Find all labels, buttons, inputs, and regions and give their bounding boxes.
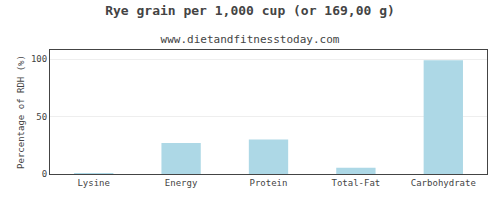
svg-text:Lysine: Lysine	[77, 178, 110, 188]
svg-text:Carbohydrate: Carbohydrate	[411, 178, 476, 188]
svg-text:Energy: Energy	[165, 178, 198, 188]
svg-text:Percentage of RDH (%): Percentage of RDH (%)	[16, 55, 26, 169]
svg-text:100: 100	[31, 54, 47, 64]
svg-text:Rye grain per 1,000 cup (or 16: Rye grain per 1,000 cup (or 169,00 g)	[105, 3, 395, 18]
svg-text:Protein: Protein	[250, 178, 288, 188]
svg-text:50: 50	[36, 112, 47, 122]
svg-text:www.dietandfitnesstoday.com: www.dietandfitnesstoday.com	[161, 33, 340, 46]
svg-text:Total-Fat: Total-Fat	[332, 178, 381, 188]
svg-text:0: 0	[42, 169, 47, 179]
